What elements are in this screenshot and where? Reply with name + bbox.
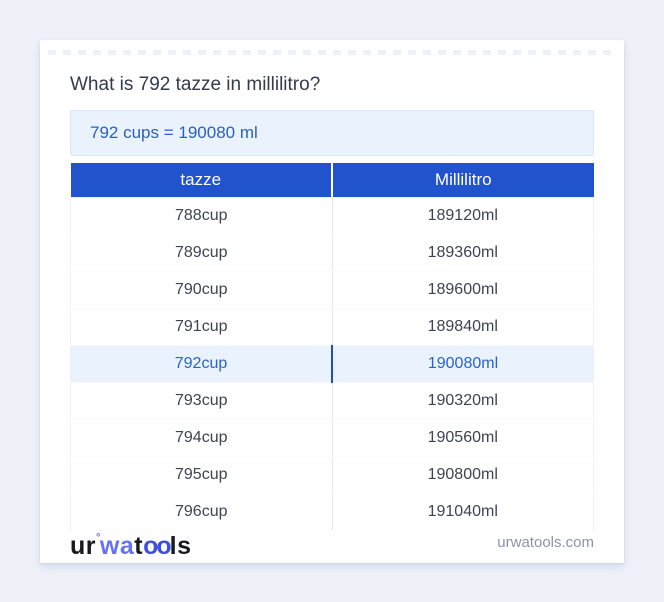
cup-value: 796cup: [70, 493, 333, 531]
urwatools-logo[interactable]: ur°watools: [70, 525, 192, 559]
ml-value: 190800ml: [332, 456, 594, 494]
ml-value: 189360ml: [332, 234, 594, 272]
site-domain: urwatools.com: [497, 533, 594, 551]
table-row: 793cup 190320ml: [70, 382, 594, 420]
conversion-result-box: 792 cups = 190080 ml: [70, 110, 594, 156]
table-row: 792cup 190080ml: [70, 345, 594, 383]
logo-part-oo: oo: [143, 532, 172, 560]
table-row: 791cup 189840ml: [70, 308, 594, 346]
table-row: 795cup 190800ml: [70, 456, 594, 494]
ml-value: 190320ml: [332, 382, 594, 420]
ml-value: 190080ml: [332, 345, 594, 383]
converter-card: What is 792 tazze in millilitro? 792 cup…: [40, 40, 624, 563]
column-header-tazze: tazze: [70, 163, 333, 198]
page-title: What is 792 tazze in millilitro?: [70, 74, 321, 95]
logo-part-ls: ls: [169, 532, 192, 560]
ml-value: 190560ml: [332, 419, 594, 457]
table-row: 794cup 190560ml: [70, 419, 594, 457]
table-row: 789cup 189360ml: [70, 234, 594, 272]
ml-value: 189840ml: [332, 308, 594, 346]
logo-part-t: t: [134, 532, 144, 560]
table-row: 790cup 189600ml: [70, 271, 594, 309]
table-row: 796cup 191040ml: [70, 493, 594, 531]
cup-value: 794cup: [70, 419, 333, 457]
logo-part-wa: wa: [99, 532, 135, 560]
cup-value: 788cup: [70, 197, 333, 235]
cup-value: 789cup: [70, 234, 333, 272]
cup-value: 790cup: [70, 271, 333, 309]
ml-value: 189600ml: [332, 271, 594, 309]
cup-value: 791cup: [70, 308, 333, 346]
table-header-row: tazze Millilitro: [70, 163, 594, 198]
ml-value: 189120ml: [332, 197, 594, 235]
conversion-table: tazze Millilitro 788cup 189120ml 789cup 189…: [70, 163, 594, 531]
cup-value: 795cup: [70, 456, 333, 494]
cup-value: 792cup: [70, 345, 333, 383]
logo-part-ur: ur: [70, 532, 96, 560]
table-row: 788cup 189120ml: [70, 197, 594, 235]
ml-value: 191040ml: [332, 493, 594, 531]
column-header-millilitro: Millilitro: [332, 163, 594, 198]
cup-value: 793cup: [70, 382, 333, 420]
logo-degree-mark: °: [96, 532, 101, 544]
dashed-decoration: [48, 50, 616, 55]
conversion-result-text: 792 cups = 190080 ml: [90, 123, 258, 142]
card-footer: ur°watools urwatools.com: [70, 521, 594, 563]
